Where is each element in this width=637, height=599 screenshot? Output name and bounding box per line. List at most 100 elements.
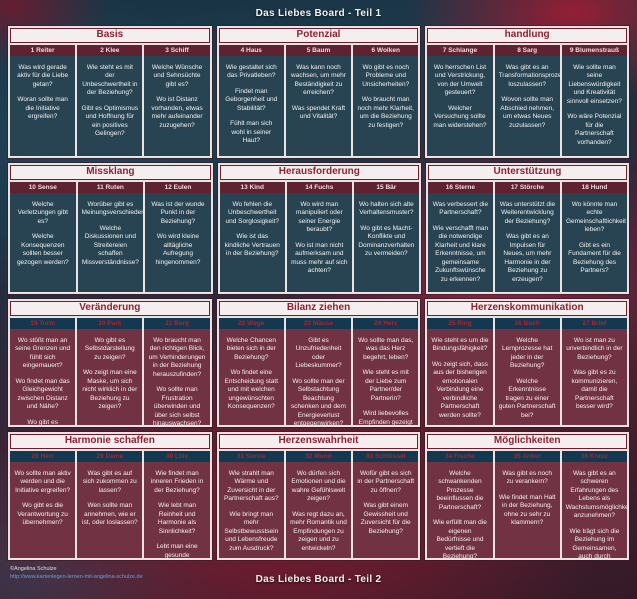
card-title: 22 Wege [218, 318, 284, 329]
question-text: Wie bringt man mehr Selbstbewusstsein un… [224, 510, 279, 552]
question-text: Wo stößt man an seine Grenzen und fühlt … [15, 337, 71, 370]
question-text: Was verbessert die Partnerschaft? [432, 201, 489, 217]
card-questions: Wo halten sich alte Verhaltensmuster? Wo … [353, 193, 419, 292]
section-title: Herausforderung [219, 165, 419, 180]
band-2: Missklang 10 Sense Welche Verletzungen gib… [8, 163, 630, 294]
credit-block: ©Angelina Schulze http://www.kartenlegen… [10, 566, 143, 581]
question-text: Wo dürfen sich Emotionen und die wahre G… [291, 470, 346, 503]
card-questions: Wie sollte man seine Liebenswürdigkeit u… [561, 56, 627, 156]
question-text: Wovon sollte man Abschied nehmen, um etw… [500, 96, 555, 129]
section-title: Herzenskommunikation [427, 301, 628, 316]
card: 22 Wege Welche Chancen bieten sich in der… [218, 318, 284, 425]
band-4: Harmonie schaffen 28 Herr Wo sollte man ak… [8, 432, 630, 560]
question-text: Lebt man eine gesunde Sexualität? [156, 543, 198, 558]
question-text: Wo könnte man echte Gemeinschaftlichkeit… [565, 201, 626, 234]
question-text: Was gibt es zu kommunizieren, damit die … [571, 369, 618, 411]
card: 5 Baum Was kann noch wachsen, um mehr Bes… [285, 45, 352, 156]
question-text: Wo ist man nicht aufmerksam und muss meh… [291, 241, 348, 275]
card-questions: Wo dürfen sich Emotionen und die wahre G… [285, 462, 352, 558]
question-text: Wie verschafft man die notwendige Klarhe… [432, 224, 489, 283]
card-title: 8 Sarg [494, 45, 560, 56]
card-title: 5 Baum [285, 45, 352, 56]
section-title: Bilanz ziehen [218, 301, 419, 316]
question-text: Wo zeigt man eine Maske, um sich nicht w… [82, 369, 138, 411]
question-text: Was wird gerade aktiv für die Liebe geta… [17, 64, 69, 88]
card-row: 22 Wege Welche Chancen bieten sich in der… [218, 318, 419, 425]
section-missklang: Missklang 10 Sense Welche Verletzungen gib… [8, 163, 213, 294]
card-title: 28 Herr [10, 451, 76, 462]
question-text: Was gibt einem Gewissheit und Zuversicht… [360, 502, 411, 535]
question-text: Wie strahlt man Wärme und Zuversicht in … [224, 470, 279, 503]
question-text: Wie erfüllt man die eigenen Bedürfnisse … [433, 519, 487, 558]
card-title: 17 Störche [494, 182, 560, 193]
card-questions: Wo sollte man das, was das Herz begehrt,… [353, 329, 419, 425]
band-3: Veränderung 19 Turm Wo stößt man an seine … [8, 299, 630, 427]
card: 35 Anker Was gibt es noch zu verankern? Wi… [494, 451, 560, 558]
card-title: 30 Lilie [144, 451, 210, 462]
card: 8 Sarg Was gibt es an Transformationsproz… [494, 45, 560, 156]
card: 20 Park Wo gibt es Selbstdarstellung zu z… [77, 318, 143, 425]
question-text: Welche Erkenntnisse tragen zu einer gute… [498, 377, 556, 419]
card-title: 6 Wolken [353, 45, 419, 56]
credit-url-link[interactable]: http://www.kartenlegen-lernen-mit-angeli… [10, 573, 143, 580]
card-title: 33 Schlüssel [353, 451, 419, 462]
card: 31 Sonne Wie strahlt man Wärme und Zuvers… [218, 451, 284, 558]
question-text: Wie ist das kindliche Vertrauen in der B… [224, 233, 280, 258]
question-text: Wo sollte man der Selbstachtung Beachtun… [291, 377, 346, 425]
card-row: 19 Turm Wo stößt man an seine Grenzen und… [10, 318, 210, 425]
card-questions: Wo könnte man echte Gemeinschaftlichkeit… [561, 193, 628, 292]
card: 32 Mond Wo dürfen sich Emotionen und die … [285, 451, 352, 558]
card-questions: Was gibt es noch zu verankern? Wie findet… [494, 462, 560, 558]
card-title: 11 Ruten [77, 182, 144, 193]
question-text: Woran sollte man die Initiative ergreife… [17, 96, 68, 121]
card-questions: Wo sollte man aktiv werden und die Initi… [10, 462, 76, 558]
section-potenzial: Potenzial 4 Haus Wie gestaltet sich das Pr… [216, 26, 421, 158]
question-text: Wo sollte man aktiv werden und die Initi… [14, 470, 71, 494]
section-title: Missklang [10, 165, 211, 180]
card-title: 23 Mäuse [285, 318, 352, 329]
question-text: Gibt es Optimismus und Hoffnung für ein … [81, 104, 139, 138]
card-title: 7 Schlange [427, 45, 493, 56]
question-text: Wie gestaltet sich das Privatleben? [225, 64, 277, 80]
card-row: 1 Reiter Was wird gerade aktiv für die Li… [10, 45, 210, 156]
card-title: 13 Kind [219, 182, 285, 193]
card: 18 Hund Wo könnte man echte Gemeinschaftl… [561, 182, 628, 292]
question-text: Wie lebt man Reinheit und Harmonie als S… [157, 502, 197, 535]
card-questions: Wo gibt es noch Probleme und Unsicherhei… [353, 56, 419, 156]
question-text: Wo gibt es die Verantwortung zu übernehm… [17, 502, 68, 527]
section-herausforderung: Herausforderung 13 Kind Wo fehlen die Unbe… [217, 163, 421, 294]
question-text: Welche Chancen bieten sich in der Bezieh… [226, 337, 276, 361]
section-title: handlung [427, 28, 628, 43]
card: 29 Dame Was gibt es auf sich zukommen zu … [77, 451, 143, 558]
card-questions: Was verbessert die Partnerschaft? Wie ver… [427, 193, 493, 292]
section-herzenswahrheit: Herzenswahrheit 31 Sonne Wie strahlt man W… [216, 432, 421, 560]
card-questions: Wie findet man inneren Frieden in der Be… [144, 462, 210, 558]
section-title: Möglichkeiten [427, 434, 628, 449]
card-title: 24 Herz [353, 318, 419, 329]
card: 1 Reiter Was wird gerade aktiv für die Li… [10, 45, 76, 156]
card-title: 19 Turm [10, 318, 76, 329]
card-title: 1 Reiter [10, 45, 76, 56]
card: 7 Schlange Wo herrschen List und Verstric… [427, 45, 493, 156]
card: 27 Brief Wo ist man zu unverbindlich in d… [561, 318, 627, 425]
card: 23 Mäuse Gibt es Unzufriedenheit oder Lie… [285, 318, 352, 425]
card-title: 16 Sterne [427, 182, 493, 193]
question-text: Welche Diskussionen und Streitereien sch… [81, 224, 139, 266]
card-questions: Welche Wünsche und Sehnsüchte gibt es? Wo… [144, 56, 210, 156]
question-text: Wo gibt es Selbstdarstellung zu zeigen? [84, 337, 135, 361]
card-row: 34 Fische Welche schwankenden Prozesse be… [427, 451, 627, 558]
question-text: Was gibt es an schweren Erfahrungen des … [565, 470, 627, 520]
question-text: Welche Konsequenzen sollten besser gezog… [16, 233, 69, 266]
card-questions: Gibt es Unzufriedenheit oder Liebeskumme… [285, 329, 352, 425]
card-questions: Was gibt es auf sich zukommen zu lassen?… [77, 462, 143, 558]
question-text: Wie sollte man seine Liebenswürdigkeit u… [566, 64, 622, 105]
card: 21 Berg Wo braucht man den richtigen Blic… [144, 318, 210, 425]
card: 25 Ring Wie steht es um die Bindungsfähig… [427, 318, 493, 425]
question-text: Was ist der wunde Punkt in der Beziehung… [151, 201, 205, 225]
card-title: 35 Anker [494, 451, 560, 462]
question-text: Wie trägt sich die Beziehung im Gemeinsa… [569, 527, 620, 558]
question-text: Was kann noch wachsen, um mehr Beständig… [291, 64, 346, 97]
card: 26 Buch Welche Lernprozesse hat jeder in … [494, 318, 560, 425]
section-veränderung: Veränderung 19 Turm Wo stößt man an seine … [8, 299, 212, 427]
question-text: Wo ist man zu unverbindlich in der Bezie… [566, 337, 623, 361]
